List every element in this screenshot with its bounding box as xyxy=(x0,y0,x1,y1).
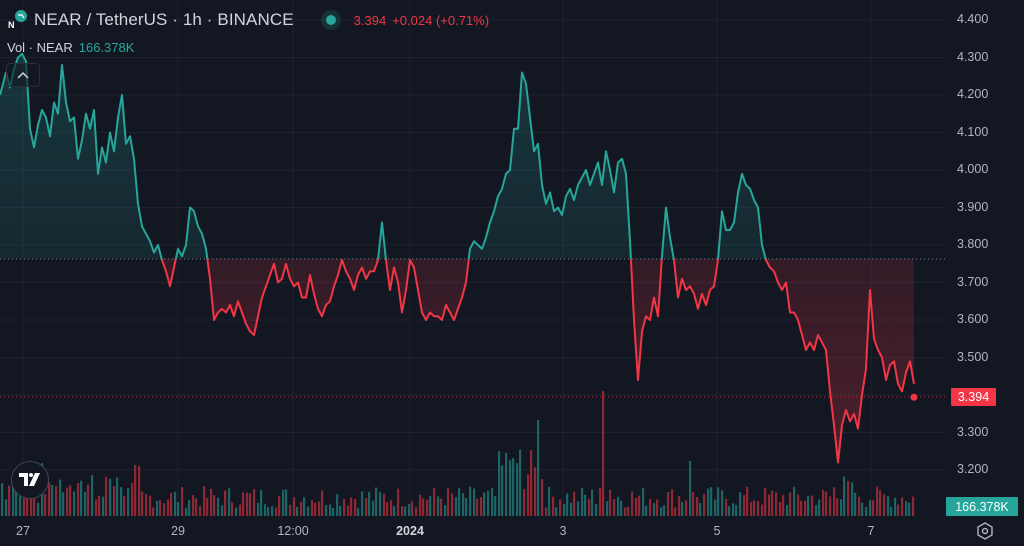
last-price: 3.394 xyxy=(353,12,387,28)
volume-legend: Vol · NEAR 166.378K xyxy=(7,40,134,55)
price-axis-label: 3.200 xyxy=(957,462,989,476)
time-axis-label: 7 xyxy=(867,524,875,538)
symbol-title[interactable]: NEAR / TetherUS · 1h · BINANCE xyxy=(34,10,294,29)
volume-label[interactable]: Vol · NEAR xyxy=(7,40,73,55)
price-area xyxy=(0,53,914,463)
tradingview-logo-icon[interactable] xyxy=(11,461,49,499)
chart-settings-button[interactable] xyxy=(975,521,995,541)
collapse-legend-button[interactable] xyxy=(6,63,40,87)
chevron-up-icon xyxy=(17,71,29,79)
volume-bars xyxy=(1,391,915,516)
symbol-legend: N NEAR / TetherUS · 1h · BINANCE 3.394 +… xyxy=(6,9,489,31)
time-axis-label: 5 xyxy=(713,524,721,538)
time-axis-label: 2024 xyxy=(396,524,424,538)
current-price-tag: 3.394 xyxy=(951,388,996,406)
price-axis-label: 4.000 xyxy=(957,162,989,176)
price-change: +0.024 (+0.71%) xyxy=(392,12,490,28)
price-axis-label: 3.800 xyxy=(957,237,989,251)
market-status-dot xyxy=(325,15,336,25)
price-axis-label: 4.400 xyxy=(957,12,989,26)
time-axis-label: 12:00 xyxy=(277,524,309,538)
volume-tag: 166.378K xyxy=(946,497,1018,516)
volume-value: 166.378K xyxy=(78,40,135,55)
price-axis-label: 4.300 xyxy=(957,49,989,64)
price-axis-label: 3.700 xyxy=(957,274,989,289)
gear-hexagon-icon xyxy=(977,522,993,540)
price-axis-label: 4.100 xyxy=(957,124,989,139)
time-axis-label: 29 xyxy=(171,524,185,538)
near-protocol-logo-icon: N xyxy=(6,9,28,31)
price-axis-label: 3.900 xyxy=(957,199,989,214)
price-axis-label: 3.300 xyxy=(957,424,989,439)
price-axis-label: 4.200 xyxy=(957,87,989,101)
svg-text:N: N xyxy=(8,20,15,30)
last-price-dot xyxy=(910,393,918,401)
time-axis-label: 3 xyxy=(559,524,567,538)
price-line xyxy=(0,52,915,464)
price-axis-label: 3.600 xyxy=(957,312,989,326)
time-axis-label: 27 xyxy=(16,524,30,538)
price-axis-label: 3.500 xyxy=(957,349,989,364)
